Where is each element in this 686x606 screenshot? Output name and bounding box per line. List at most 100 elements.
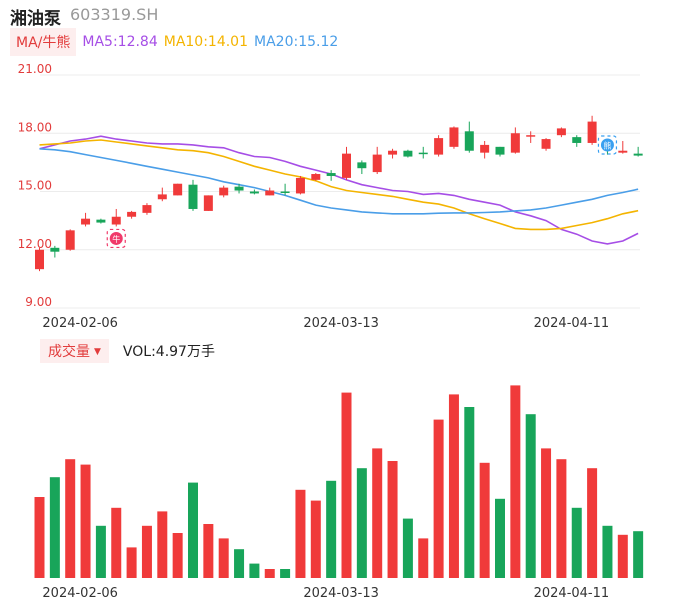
volume-bar bbox=[80, 464, 91, 578]
volume-bar bbox=[141, 525, 152, 578]
volume-bar bbox=[203, 524, 214, 578]
ma5-label: MA5:12.84 bbox=[82, 34, 158, 50]
x-tick-label: 2024-03-13 bbox=[303, 586, 379, 601]
volume-selector-label: 成交量 bbox=[48, 344, 90, 360]
x-tick-label: 2024-04-11 bbox=[534, 586, 610, 601]
candle bbox=[96, 218, 106, 224]
candle bbox=[403, 149, 413, 158]
volume-bar bbox=[633, 531, 644, 578]
candle bbox=[157, 187, 167, 202]
candle-body bbox=[311, 174, 321, 180]
candle bbox=[249, 189, 259, 195]
ma-line-ma5 bbox=[39, 135, 639, 245]
volume-bar bbox=[157, 511, 168, 578]
volume-bar bbox=[525, 414, 536, 578]
candle bbox=[572, 135, 582, 147]
marker-label: 牛 bbox=[112, 234, 120, 244]
candle bbox=[495, 146, 505, 157]
ma-lines bbox=[39, 135, 639, 245]
candle-body bbox=[280, 191, 290, 193]
volume-bar bbox=[402, 518, 413, 578]
price-y-axis: 21.00 18.00 15.00 12.00 9.00 bbox=[18, 62, 52, 309]
candle-body bbox=[111, 216, 121, 225]
volume-bar bbox=[571, 507, 582, 578]
candle bbox=[449, 126, 459, 149]
x-tick-label: 2024-03-13 bbox=[303, 316, 379, 331]
candle-body bbox=[173, 183, 183, 196]
volume-bar bbox=[218, 538, 229, 578]
candle bbox=[234, 183, 244, 194]
volume-bar bbox=[111, 507, 122, 578]
bull-marker-icon: 牛 bbox=[106, 228, 126, 249]
ma20-label: MA20:15.12 bbox=[254, 34, 339, 50]
candle-body bbox=[203, 195, 213, 211]
candle-body bbox=[127, 211, 137, 217]
volume-bar bbox=[249, 563, 260, 578]
ma10-label: MA10:14.01 bbox=[163, 34, 249, 50]
candle bbox=[65, 229, 75, 251]
candle bbox=[510, 127, 520, 154]
candle-body bbox=[188, 184, 198, 209]
volume-bar bbox=[310, 500, 321, 578]
candle-body bbox=[96, 219, 106, 223]
candle bbox=[434, 135, 444, 157]
candle bbox=[526, 131, 536, 143]
ma-line-ma20 bbox=[39, 148, 639, 215]
volume-bar bbox=[433, 419, 444, 578]
candle-body bbox=[50, 247, 60, 252]
volume-bars bbox=[34, 385, 644, 578]
candle-body bbox=[449, 127, 459, 147]
candle-body bbox=[572, 137, 582, 143]
bear-marker-icon: 熊 bbox=[597, 135, 618, 155]
volume-bar bbox=[448, 394, 459, 578]
volume-bar bbox=[602, 525, 613, 578]
y-tick-label: 18.00 bbox=[18, 120, 52, 134]
candle bbox=[188, 179, 198, 211]
candle bbox=[418, 146, 428, 159]
candle-body bbox=[219, 187, 229, 196]
candle-body bbox=[372, 154, 382, 173]
candle-body bbox=[81, 218, 91, 225]
candle-body bbox=[418, 152, 428, 155]
caret-down-icon: ▼ bbox=[94, 347, 101, 357]
candle bbox=[35, 247, 44, 272]
candle bbox=[480, 141, 490, 159]
y-tick-label: 12.00 bbox=[18, 237, 52, 251]
candle bbox=[326, 170, 336, 181]
stock-name: 湘油泵 bbox=[10, 9, 61, 29]
marker-dot bbox=[600, 138, 614, 152]
volume-legend: 成交量 ▼ VOL:4.97万手 bbox=[40, 339, 215, 363]
candle bbox=[219, 185, 229, 198]
candle bbox=[587, 115, 597, 145]
candle bbox=[203, 195, 213, 211]
candle-body bbox=[295, 177, 305, 194]
candle-body bbox=[618, 150, 628, 153]
y-tick-label: 9.00 bbox=[25, 295, 52, 309]
candle-body bbox=[480, 144, 490, 153]
ma-line-ma10 bbox=[39, 139, 639, 231]
volume-bar bbox=[387, 461, 398, 578]
volume-bar bbox=[326, 480, 337, 578]
candle-body bbox=[526, 135, 536, 137]
candle-body bbox=[265, 190, 275, 196]
volume-bar bbox=[65, 459, 76, 578]
candle bbox=[556, 127, 566, 138]
candle-body bbox=[587, 121, 597, 143]
volume-bar bbox=[172, 533, 183, 578]
ma-selector-button[interactable]: MA/牛熊 bbox=[10, 28, 77, 56]
y-tick-label: 21.00 bbox=[18, 62, 52, 76]
volume-value: VOL:4.97万手 bbox=[122, 344, 215, 360]
candle bbox=[633, 146, 643, 157]
marker-frame bbox=[106, 228, 126, 249]
volume-selector-button[interactable]: 成交量 ▼ bbox=[40, 339, 109, 363]
candle-body bbox=[495, 146, 505, 155]
volume-bar bbox=[95, 525, 106, 578]
candle-body bbox=[556, 128, 566, 136]
volume-x-axis: 2024-02-06 2024-03-13 2024-04-11 bbox=[42, 586, 609, 601]
candle-body bbox=[65, 230, 75, 250]
candle bbox=[173, 183, 183, 196]
candle bbox=[357, 160, 367, 175]
volume-bar bbox=[479, 462, 490, 578]
volume-bar bbox=[356, 468, 367, 578]
